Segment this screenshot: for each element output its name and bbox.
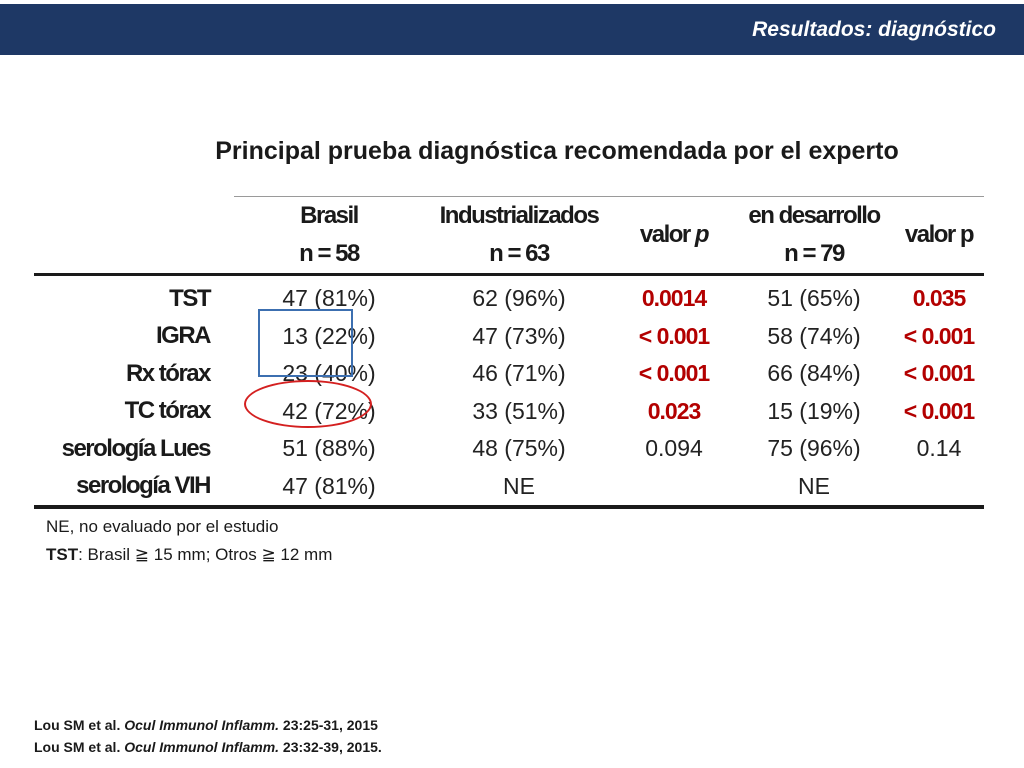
header-valor-p-2: valor p: [894, 196, 984, 276]
cell-industrializados: 47 (73%): [472, 322, 566, 349]
cell-en-desarrollo: 15 (19%): [767, 397, 861, 424]
cell-en-desarrollo: 75 (96%): [767, 435, 861, 462]
row-label: serología VIH: [34, 467, 234, 509]
cell-industrializados: 46 (71%): [472, 360, 566, 387]
table-row: serología VIH 47 (81%) NE NE: [34, 467, 984, 509]
row-label: serología Lues: [61, 434, 212, 462]
cell-p-value-2: < 0.001: [903, 322, 975, 349]
header-industrializados: Industrializados n = 63: [424, 196, 614, 276]
cell-p-value-1: 0.023: [647, 397, 702, 424]
cell-p-value-1: < 0.001: [638, 322, 710, 349]
cell-brasil: 47 (81%): [234, 467, 424, 509]
reference-1: Lou SM et al. Ocul Immunol Inflamm. 23:2…: [34, 714, 382, 736]
cell-p-value-2: < 0.001: [903, 397, 975, 424]
cell-industrializados: 62 (96%): [472, 285, 566, 312]
cell-brasil: 47 (81%): [282, 285, 376, 312]
table-row: TST 47 (81%) 62 (96%) 0.0014 51 (65%) 0.035: [34, 275, 984, 318]
cell-p-value-1: [614, 467, 734, 509]
row-label: Rx tórax: [125, 359, 212, 387]
highlight-ellipse-marker: [244, 380, 372, 428]
cell-brasil: 51 (88%): [282, 435, 376, 462]
row-label: IGRA: [156, 322, 212, 350]
results-table-container: Brasil n = 58 Industrializados n = 63 va…: [34, 196, 984, 509]
cell-p-value-2: 0.035: [912, 285, 967, 312]
table-row: TC tórax 42 (72%) 33 (51%) 0.023 15 (19%) < 0…: [34, 393, 984, 431]
table-body: TST 47 (81%) 62 (96%) 0.0014 51 (65%) 0.035 IG…: [34, 275, 984, 509]
cell-en-desarrollo: 51 (65%): [767, 285, 861, 312]
header-blank-cell: [34, 196, 234, 276]
header-valor-p-1-italic: p: [694, 221, 710, 248]
table-row: IGRA 13 (22%) 47 (73%) < 0.001 58 (74%) < 0.0…: [34, 318, 984, 356]
cell-p-value-1: 0.0014: [641, 285, 707, 312]
row-label: TST: [169, 284, 211, 312]
reference-1-details: 23:25-31, 2015: [279, 717, 378, 733]
header-brasil: Brasil n = 58: [234, 196, 424, 276]
highlight-box-marker: [258, 309, 353, 377]
results-table: Brasil n = 58 Industrializados n = 63 va…: [34, 196, 984, 509]
reference-2-authors: Lou SM et al.: [34, 739, 125, 755]
table-row: Rx tórax 23 (40%) 46 (71%) < 0.001 66 (84%) <…: [34, 355, 984, 393]
table-header-row: Brasil n = 58 Industrializados n = 63 va…: [34, 196, 984, 276]
footnote-tst-label: TST: [46, 545, 79, 564]
footnotes: NE, no evaluado por el estudio TST: Bras…: [46, 513, 332, 569]
slide-title: Resultados: diagnóstico: [752, 18, 996, 41]
header-valor-p-1-text: valor: [639, 221, 695, 248]
cell-p-value-1: 0.094: [645, 435, 703, 462]
footnote-ne: NE, no evaluado por el estudio: [46, 517, 279, 536]
reference-2: Lou SM et al. Ocul Immunol Inflamm. 23:3…: [34, 736, 382, 758]
footnote-tst-text: : Brasil ≧ 15 mm; Otros ≧ 12 mm: [78, 545, 333, 564]
cell-en-desarrollo: 66 (84%): [767, 360, 861, 387]
cell-industrializados: NE: [424, 467, 614, 509]
header-industrializados-name: Industrializados: [439, 202, 600, 229]
header-en-desarrollo-name: en desarrollo: [748, 202, 881, 229]
cell-brasil: 13 (22%): [282, 322, 376, 349]
reference-1-authors: Lou SM et al.: [34, 717, 125, 733]
header-bar: Resultados: diagnóstico: [0, 4, 1024, 55]
cell-p-value-2: [894, 467, 984, 509]
cell-p-value-2: 0.14: [916, 435, 962, 462]
references: Lou SM et al. Ocul Immunol Inflamm. 23:2…: [34, 714, 382, 758]
header-brasil-n: n = 58: [299, 240, 360, 267]
cell-en-desarrollo: NE: [734, 467, 894, 509]
header-brasil-name: Brasil: [300, 202, 359, 229]
footnote-tst: TST: Brasil ≧ 15 mm; Otros ≧ 12 mm: [46, 541, 332, 569]
reference-2-journal: Ocul Immunol Inflamm.: [124, 739, 280, 755]
reference-1-journal: Ocul Immunol Inflamm.: [124, 717, 280, 733]
cell-p-value-1: < 0.001: [638, 360, 710, 387]
cell-en-desarrollo: 58 (74%): [767, 322, 861, 349]
header-en-desarrollo: en desarrollo n = 79: [734, 196, 894, 276]
reference-2-details: 23:32-39, 2015.: [279, 739, 382, 755]
header-valor-p-1: valor p: [614, 196, 734, 276]
cell-p-value-2: < 0.001: [903, 360, 975, 387]
header-industrializados-n: n = 63: [489, 240, 550, 267]
header-en-desarrollo-n: n = 79: [784, 240, 845, 267]
table-title: Principal prueba diagnóstica recomendada…: [215, 137, 899, 165]
cell-industrializados: 48 (75%): [472, 435, 566, 462]
table-row: serología Lues 51 (88%) 48 (75%) 0.094 75 (9…: [34, 430, 984, 468]
header-valor-p-2-text: valor p: [904, 221, 975, 248]
row-label: TC tórax: [124, 397, 212, 425]
cell-industrializados: 33 (51%): [472, 397, 566, 424]
